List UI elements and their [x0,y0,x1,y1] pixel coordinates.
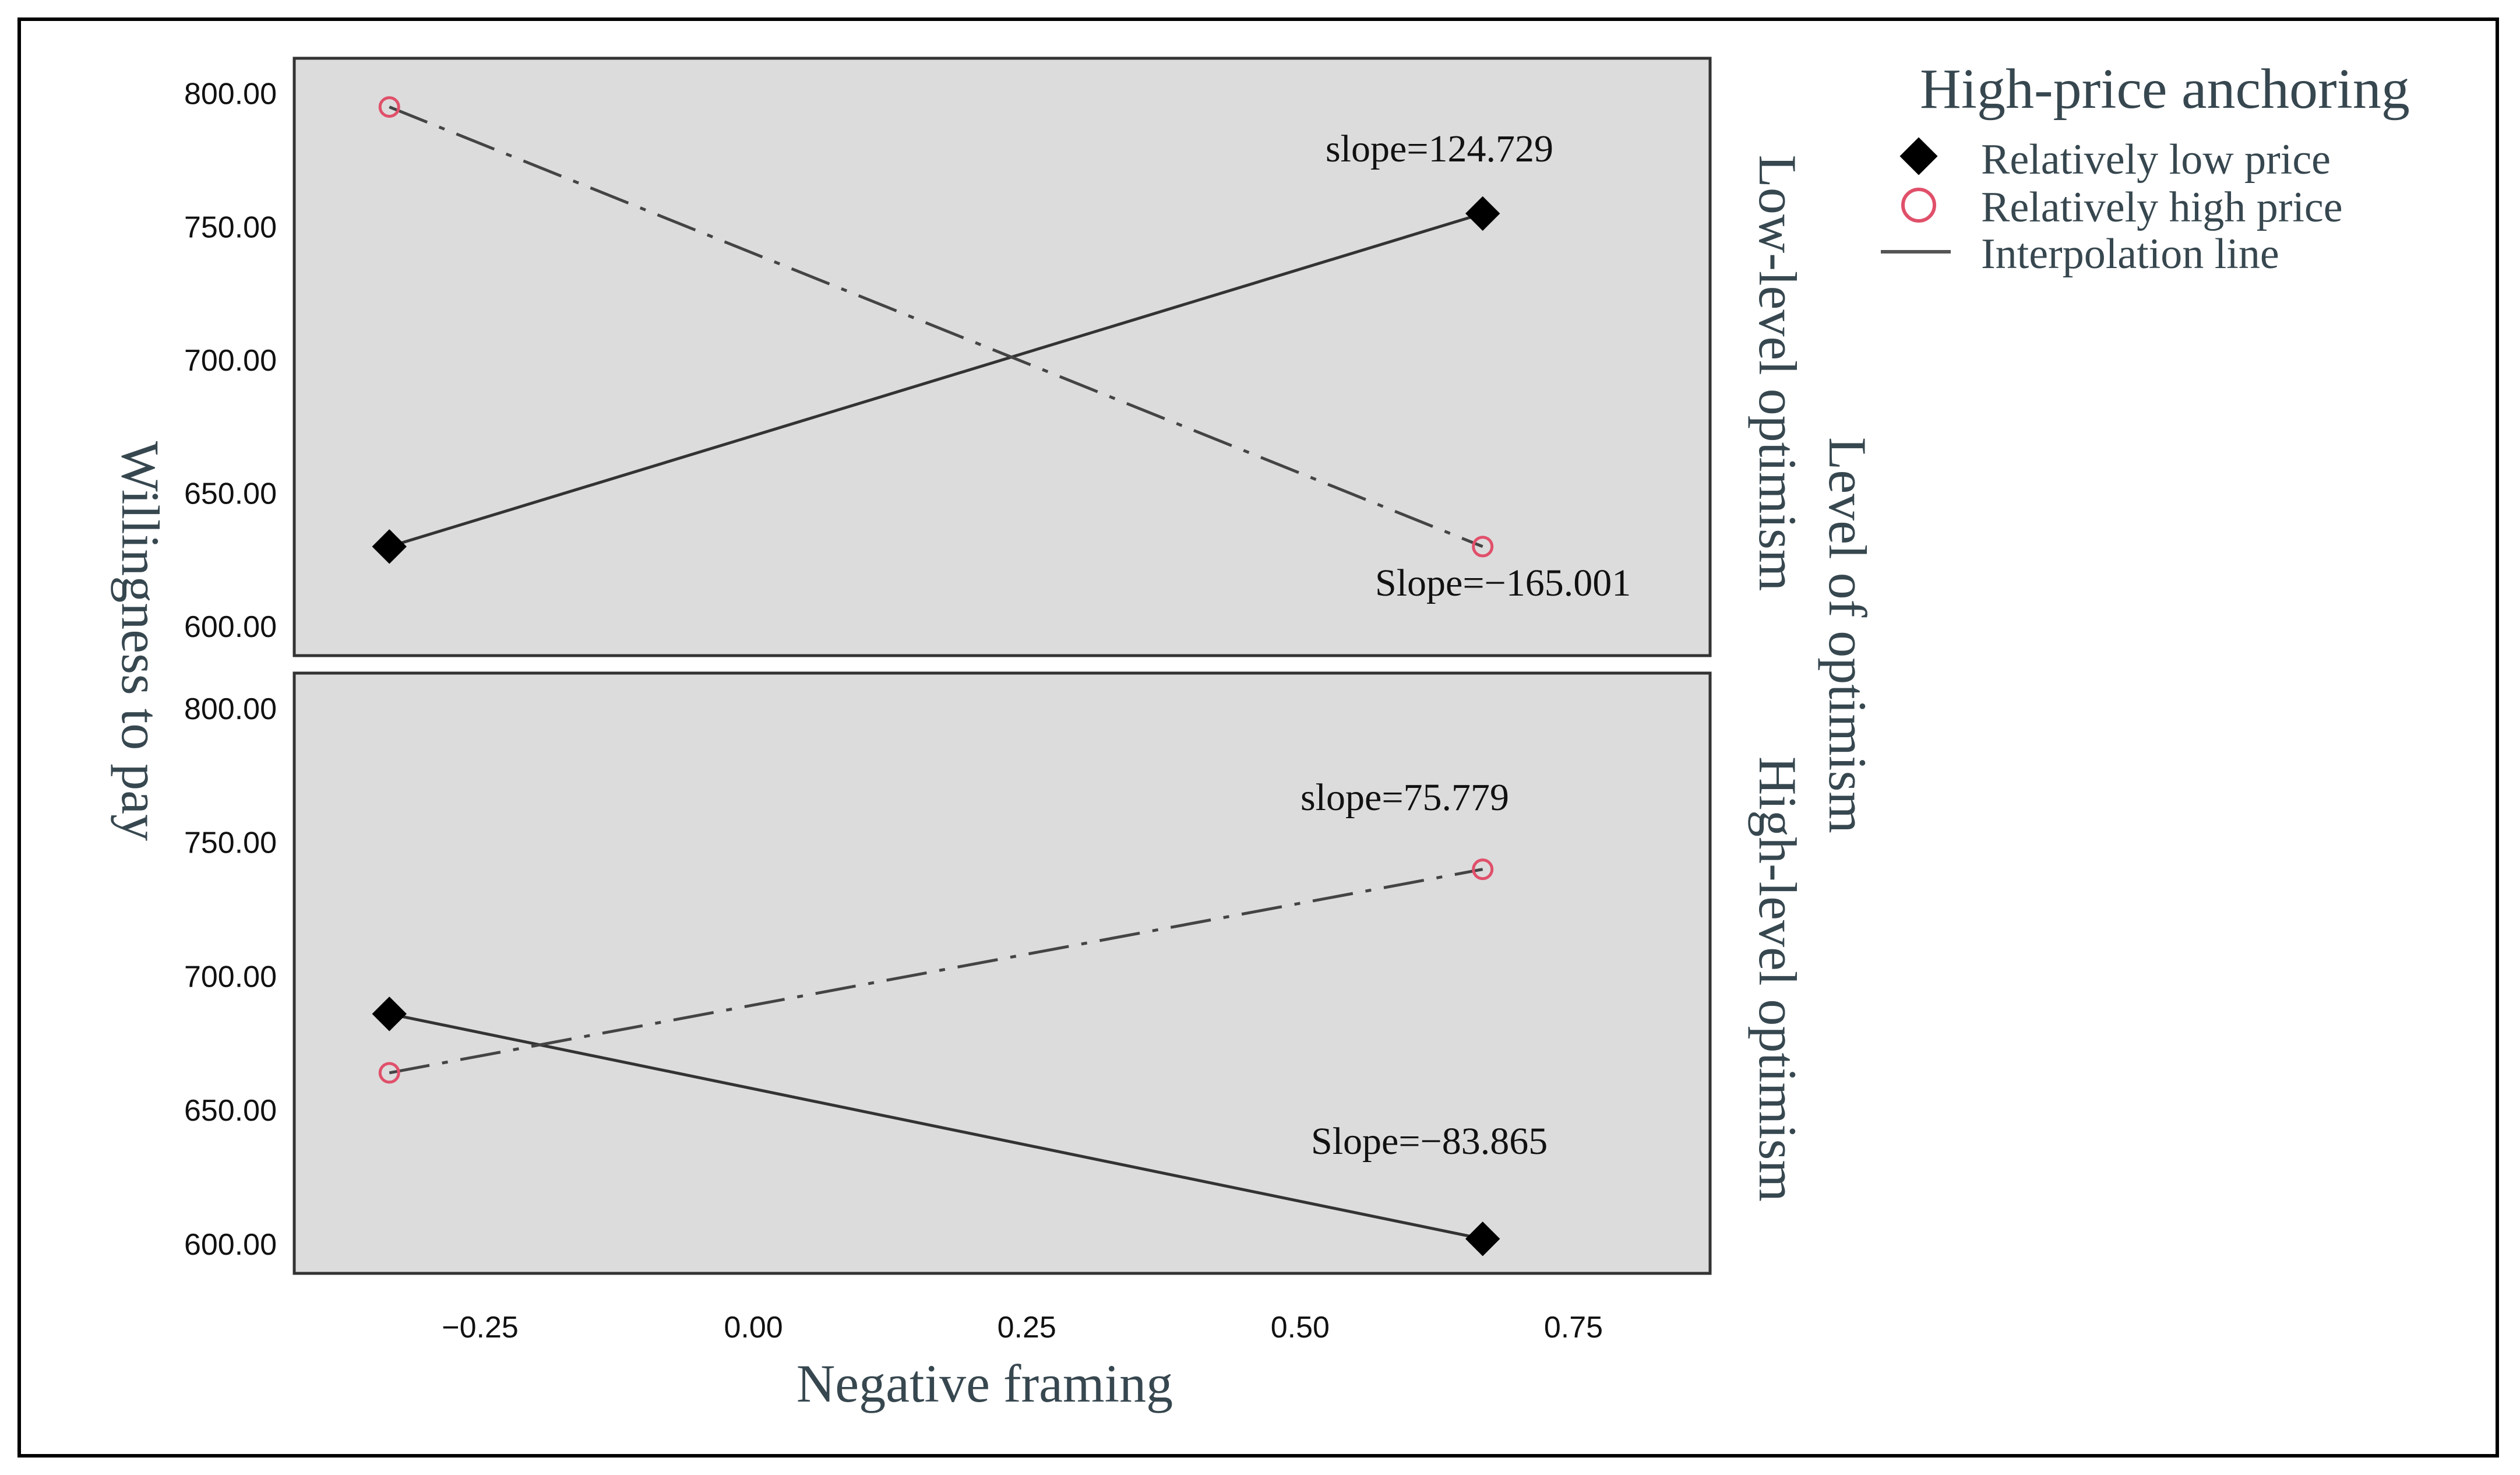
panel-label-high: High-level optimism [1748,756,1807,1202]
legend-item-low-price: Relatively low price [1981,136,2331,184]
data-point-high-price [1472,858,1494,881]
data-point-high-price [1472,536,1494,558]
y-tick-label: 650.00 [184,1094,277,1128]
x-axis-title: Negative framing [796,1354,1173,1413]
legend-item-interpolation: Interpolation line [1981,230,2279,278]
y-tick-label: 700.00 [184,960,277,994]
data-point-low-price [372,529,407,564]
data-point-high-price [378,1062,400,1084]
x-tick-label: 0.25 [998,1311,1056,1344]
y-axis-title: Willingness to pay [111,441,170,841]
y-tick-label: 750.00 [184,826,277,860]
x-tick-label: −0.25 [442,1311,519,1344]
x-tick-label: 0.75 [1544,1311,1603,1344]
y-axis-ticks: 600.00 650.00 700.00 750.00 800.00 600.00 650.… [184,78,277,1262]
y-tick-label: 650.00 [184,477,277,511]
data-point-high-price [378,96,400,118]
series-line-low-price [389,1012,1483,1241]
data-point-low-price [1465,196,1500,231]
y-tick-label: 800.00 [184,692,277,726]
panel-high-optimism [292,671,1712,1275]
panel-label-low: Low-level optimism [1748,155,1807,592]
slope-annotation-4: Slope=−83.865 [1311,1120,1548,1163]
legend: High-price anchoring Relatively low pric… [1881,58,2410,278]
data-point-low-price [372,997,407,1032]
y-tick-label: 700.00 [184,344,277,378]
legend-item-high-price: Relatively high price [1981,184,2343,231]
x-tick-label: 0.50 [1271,1311,1330,1344]
panel-low-optimism [292,57,1712,657]
y-tick-label: 600.00 [184,1228,277,1262]
series-layer [372,96,1500,1256]
x-tick-label: 0.00 [724,1311,783,1344]
x-axis-ticks: −0.25 0.00 0.25 0.50 0.75 [442,1311,1603,1344]
legend-title: High-price anchoring [1920,58,2410,121]
series-line-low-price [389,212,1483,548]
slope-annotation-1: slope=124.729 [1326,128,1553,170]
slope-annotation-2: Slope=−165.001 [1375,562,1631,604]
y-tick-label: 750.00 [184,210,277,244]
data-point-low-price [1465,1221,1500,1256]
series-line-high-price [389,105,1483,548]
facet-title: Level of optimism [1818,437,1877,833]
legend-circle-icon [1901,188,1936,223]
y-tick-label: 800.00 [184,78,277,111]
slope-annotation-3: slope=75.779 [1300,776,1509,819]
y-tick-label: 600.00 [184,610,277,644]
legend-diamond-icon [1899,137,1938,175]
